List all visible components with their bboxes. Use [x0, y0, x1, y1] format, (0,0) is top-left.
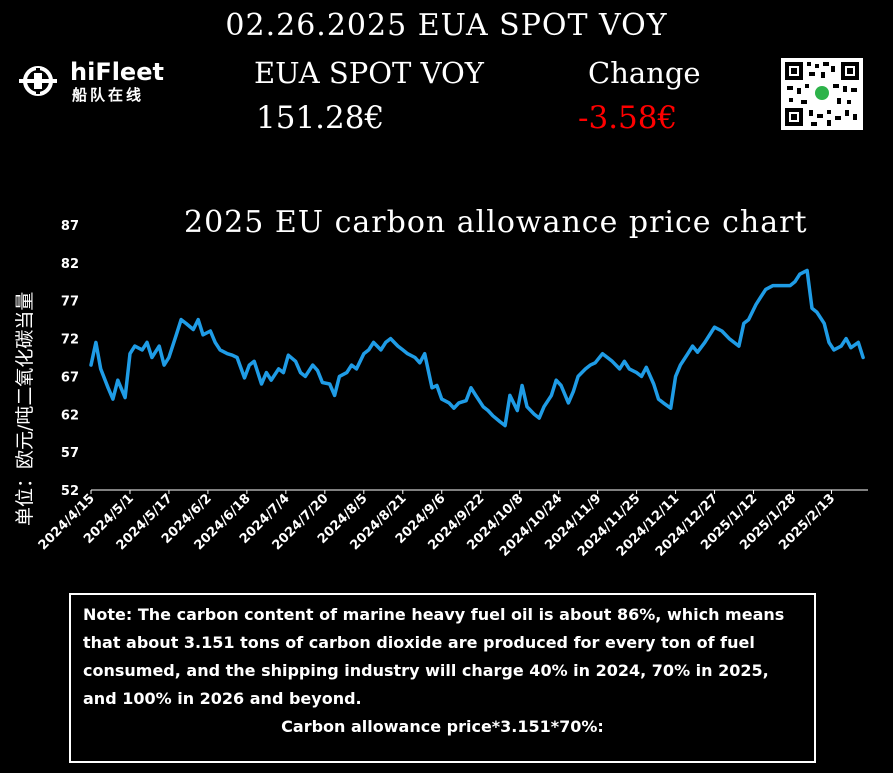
note-formula: Carbon allowance price*3.151*70%: — [281, 717, 604, 736]
y-tick-label: 72 — [61, 333, 79, 348]
qr-code-icon — [781, 58, 863, 130]
change-value: -3.58€ — [578, 100, 678, 136]
hifleet-logo-icon — [19, 66, 57, 96]
chart-title: 2025 EU carbon allowance price chart — [184, 205, 808, 240]
note-box: Note: The carbon content of marine heavy… — [69, 593, 816, 763]
y-tick-label: 77 — [61, 295, 79, 310]
price-value: 151.28€ — [256, 100, 385, 136]
logo-subtext: 船队在线 — [72, 86, 145, 104]
y-tick-label: 87 — [61, 219, 79, 234]
y-tick-label: 82 — [61, 257, 79, 272]
y-tick-label: 52 — [61, 484, 79, 499]
price-series-line — [89, 268, 865, 428]
header-date-title: 02.26.2025 EUA SPOT VOY — [225, 8, 668, 43]
logo-text: hiFleet — [70, 58, 164, 86]
y-tick-label: 57 — [61, 446, 79, 461]
y-tick-label: 67 — [61, 370, 79, 385]
y-tick-label: 62 — [61, 408, 79, 423]
change-label: Change — [588, 56, 701, 90]
price-line-chart: 52576267727782872024/4/152024/5/12024/5/… — [36, 219, 868, 560]
instrument-label: EUA SPOT VOY — [254, 56, 484, 90]
note-text: Note: The carbon content of marine heavy… — [83, 605, 785, 708]
